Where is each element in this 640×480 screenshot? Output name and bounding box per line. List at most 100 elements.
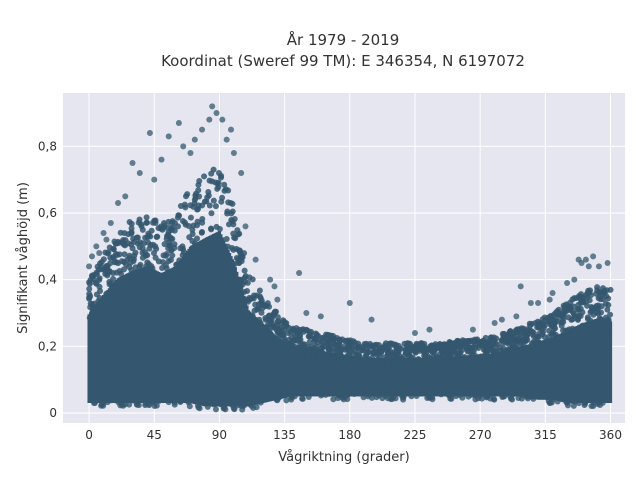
data-point: [323, 387, 330, 394]
data-point: [181, 201, 188, 208]
data-point: [126, 218, 133, 225]
data-point: [126, 255, 133, 262]
data-point: [437, 341, 444, 348]
data-point: [126, 295, 133, 302]
outlier-point: [238, 170, 245, 176]
data-point: [393, 388, 400, 395]
data-point: [468, 391, 475, 398]
data-point: [429, 345, 436, 352]
data-point: [590, 403, 597, 410]
data-point: [91, 399, 98, 406]
data-point: [307, 333, 314, 340]
data-point: [305, 394, 312, 401]
y-tick-label: 0,4: [38, 273, 57, 287]
data-point: [569, 398, 576, 405]
data-point: [128, 267, 135, 274]
data-point: [409, 362, 416, 369]
outlier-point: [146, 130, 153, 136]
data-point: [161, 220, 168, 227]
data-point: [162, 262, 169, 269]
data-point: [548, 319, 555, 326]
data-point: [490, 349, 497, 356]
data-point: [199, 215, 206, 222]
data-point: [402, 349, 409, 356]
data-point: [140, 240, 147, 247]
data-point: [115, 240, 122, 247]
data-point: [555, 310, 562, 317]
data-point: [337, 391, 344, 398]
data-point: [139, 226, 146, 233]
data-point: [498, 357, 505, 364]
outlier-point: [199, 126, 206, 133]
data-point: [593, 302, 600, 309]
data-point: [554, 398, 561, 405]
outlier-point: [426, 326, 433, 333]
data-point: [500, 393, 507, 400]
outlier-point: [230, 150, 237, 156]
data-point: [607, 311, 614, 318]
data-point: [143, 219, 150, 226]
data-point: [212, 203, 219, 210]
data-point: [579, 322, 586, 329]
data-point: [210, 166, 217, 173]
data-point: [165, 399, 172, 406]
data-point: [87, 304, 94, 311]
data-point: [535, 339, 542, 346]
outlier-point: [267, 276, 274, 283]
data-point: [173, 261, 180, 268]
data-point: [210, 254, 217, 261]
data-point: [194, 218, 201, 225]
data-point: [414, 358, 421, 365]
outlier-point: [296, 270, 303, 276]
data-point: [114, 251, 121, 258]
data-point: [422, 353, 429, 360]
data-point: [510, 391, 517, 398]
data-point: [575, 400, 582, 407]
data-point: [451, 348, 458, 355]
data-point: [95, 266, 102, 273]
outlier-point: [535, 300, 542, 306]
data-point: [469, 356, 476, 363]
data-point: [106, 244, 113, 251]
data-point: [143, 267, 150, 274]
data-point: [96, 276, 103, 283]
data-point: [180, 274, 187, 281]
outlier-point: [158, 156, 165, 163]
data-point: [363, 342, 370, 349]
data-point: [233, 255, 240, 262]
data-point: [103, 290, 110, 297]
data-point: [200, 400, 207, 407]
data-point: [86, 295, 93, 302]
data-point: [490, 334, 497, 341]
data-point: [323, 331, 330, 338]
data-point: [576, 331, 583, 338]
data-point: [494, 341, 501, 348]
data-point: [562, 396, 569, 403]
data-point: [385, 361, 392, 368]
y-tick-label: 0,8: [38, 139, 57, 153]
data-point: [300, 344, 307, 351]
data-point: [507, 395, 514, 402]
data-point: [485, 353, 492, 360]
data-point: [217, 174, 224, 181]
data-point: [86, 280, 93, 287]
outlier-point: [517, 283, 524, 290]
data-point: [237, 307, 244, 314]
data-point: [549, 330, 556, 337]
data-point: [134, 240, 141, 247]
data-point: [385, 356, 392, 363]
data-point: [177, 266, 184, 273]
data-point: [351, 391, 358, 398]
x-tick-label: 135: [273, 428, 296, 442]
data-point: [104, 399, 111, 406]
data-point: [231, 215, 238, 222]
data-point: [442, 351, 449, 358]
data-point: [515, 395, 522, 402]
data-point: [256, 293, 263, 300]
data-point: [490, 387, 497, 394]
y-axis-title: Signifikant våghöjd (m): [16, 182, 31, 334]
data-point: [129, 291, 136, 298]
data-point: [215, 184, 222, 191]
data-point: [169, 287, 176, 294]
data-point: [491, 396, 498, 403]
